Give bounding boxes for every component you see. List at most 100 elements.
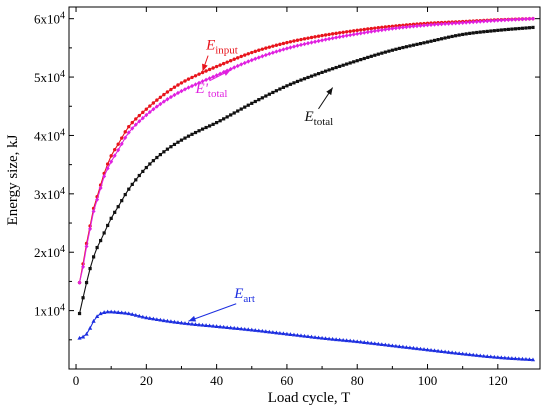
data-point (439, 349, 444, 353)
data-point (457, 20, 462, 26)
data-point (520, 26, 525, 30)
data-point (271, 44, 275, 48)
data-point (246, 59, 251, 64)
data-point (373, 26, 377, 30)
data-point (302, 37, 307, 41)
data-point (394, 47, 398, 51)
data-point (242, 60, 247, 66)
data-point (267, 51, 272, 57)
data-point (352, 29, 356, 33)
data-point (102, 310, 107, 314)
data-point (442, 349, 448, 354)
data-point (193, 130, 198, 135)
data-point (235, 326, 240, 331)
data-point (330, 336, 335, 341)
data-point (137, 313, 142, 318)
data-point (390, 26, 395, 31)
data-point (425, 22, 430, 28)
data-point (214, 64, 219, 69)
data-point (404, 345, 409, 349)
data-point (285, 84, 289, 88)
data-point (306, 36, 310, 40)
data-point (193, 74, 198, 78)
data-point (471, 19, 476, 25)
data-point (457, 33, 461, 37)
data-point (376, 52, 380, 56)
data-point (337, 34, 342, 40)
data-point (393, 25, 398, 31)
data-point (436, 38, 440, 42)
data-point (446, 21, 451, 26)
data-point (211, 74, 216, 80)
annotation-arrow-head (223, 70, 231, 76)
data-point (492, 29, 496, 33)
data-point (109, 309, 114, 314)
data-point (239, 62, 244, 67)
data-point (407, 345, 413, 350)
data-point (84, 244, 89, 249)
data-point (291, 332, 297, 337)
data-point (215, 121, 219, 125)
data-point (411, 345, 416, 350)
data-point (316, 34, 321, 38)
data-point (306, 41, 311, 46)
data-point (172, 85, 177, 89)
data-point (302, 41, 307, 47)
data-point (464, 32, 468, 36)
data-point (158, 152, 162, 157)
data-point (84, 331, 89, 336)
data-point (186, 321, 191, 326)
data-point (344, 338, 349, 343)
series-line (78, 18, 533, 283)
annotation-arrow-head (188, 315, 197, 322)
data-point (126, 311, 131, 316)
data-point (284, 331, 290, 336)
data-point (453, 21, 458, 26)
data-point (288, 40, 293, 44)
data-point (362, 27, 366, 32)
series-line (79, 311, 534, 361)
data-point (278, 42, 282, 47)
data-point (527, 16, 532, 22)
data-point (134, 117, 138, 121)
data-point (91, 209, 96, 214)
data-point (450, 350, 455, 355)
data-point (179, 320, 184, 325)
data-point (362, 30, 367, 35)
data-point (341, 337, 346, 342)
data-point (394, 24, 398, 28)
data-point (414, 23, 419, 29)
data-point (517, 26, 521, 31)
data-point (123, 310, 128, 315)
data-point (492, 354, 497, 359)
data-point (116, 142, 120, 146)
data-point (243, 105, 247, 109)
data-point (123, 130, 127, 134)
data-point (383, 50, 387, 54)
data-point (292, 39, 296, 43)
data-point (344, 33, 349, 38)
data-point (186, 85, 191, 90)
data-point (355, 339, 360, 344)
data-point (92, 255, 96, 259)
data-point (127, 124, 131, 129)
data-point (502, 17, 507, 23)
y-tick-label: 5x104 (34, 69, 65, 85)
data-point (527, 357, 532, 362)
data-point (292, 81, 296, 85)
data-point (383, 342, 388, 347)
data-point (154, 317, 159, 321)
x-tick-label: 20 (140, 373, 153, 388)
data-point (165, 147, 170, 151)
data-point (218, 119, 222, 123)
data-point (116, 147, 121, 153)
data-point (323, 37, 328, 42)
data-point (162, 150, 166, 154)
data-point (488, 354, 493, 359)
data-point (355, 59, 359, 63)
data-point (263, 329, 268, 334)
data-point (77, 280, 82, 285)
data-point (485, 18, 490, 24)
data-point (369, 54, 373, 58)
